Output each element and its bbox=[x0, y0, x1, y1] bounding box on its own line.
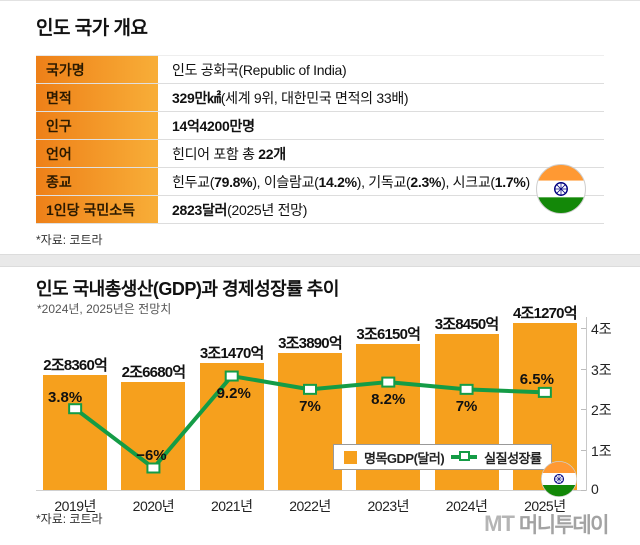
x-axis-label: 2020년 bbox=[132, 498, 175, 514]
overview-table-body: 국가명 인도 공화국(Republic of India) 면적 329만㎢(세계 9… bbox=[36, 55, 604, 224]
growth-legend-label: 실질성장률 bbox=[484, 450, 542, 466]
overview-table: 국가명 인도 공화국(Republic of India) 면적 329만㎢(세계 9… bbox=[36, 55, 604, 224]
growth-legend-swatch bbox=[451, 451, 478, 461]
gdp-legend-label: 명목GDP(달러) bbox=[364, 450, 445, 466]
gdp-value-label: 2조8360억 bbox=[43, 357, 108, 375]
value-text: 329만㎢ bbox=[172, 89, 221, 106]
row-label: 종교 bbox=[36, 167, 158, 196]
row-value: 힌디어 포함 총 22개 bbox=[158, 139, 604, 168]
growth-value-label: 9.2% bbox=[216, 385, 251, 403]
value-text: 2823달러 bbox=[172, 201, 228, 218]
table-row: 인구 14억4200만명 bbox=[36, 111, 604, 140]
y-axis-tick-label: 0 bbox=[591, 481, 599, 497]
chart-subtitle: *2024년, 2025년은 전망치 bbox=[37, 302, 172, 316]
growth-value-label: 8.2% bbox=[371, 391, 406, 409]
x-axis-label: 2022년 bbox=[289, 498, 331, 514]
row-label: 1인당 국민소득 bbox=[36, 195, 158, 224]
y-axis-tick-mark bbox=[581, 328, 586, 329]
gdp-value-label: 4조1270억 bbox=[512, 304, 578, 322]
value-text: 14억4200만명 bbox=[172, 117, 255, 134]
gdp-legend-swatch bbox=[344, 450, 357, 464]
overview-section: 인도 국가 개요 국가명 인도 공화국(Republic of India) 면적 3… bbox=[0, 1, 640, 254]
table-row: 국가명 인도 공화국(Republic of India) bbox=[36, 55, 604, 84]
value-text: 인도 공화국(Republic of India) bbox=[172, 61, 347, 78]
value-text: 14.2% bbox=[318, 173, 358, 190]
row-value: 힌두교(79.8%), 이슬람교(14.2%), 기독교(2.3%), 시크교(… bbox=[158, 167, 604, 196]
gdp-bar bbox=[199, 362, 264, 490]
moneytoday-mark: MT bbox=[484, 511, 515, 536]
x-axis-baseline bbox=[36, 490, 587, 491]
row-label: 언어 bbox=[36, 139, 158, 168]
value-text: 힌디어 포함 총 bbox=[172, 145, 259, 162]
x-axis-label: 2023년 bbox=[367, 498, 410, 514]
section-divider bbox=[0, 254, 640, 267]
x-axis-label: 2024년 bbox=[445, 498, 488, 514]
row-label: 면적 bbox=[36, 83, 158, 112]
table-row: 언어 힌디어 포함 총 22개 bbox=[36, 139, 604, 168]
chart-section: 인도 국내총생산(GDP)과 경제성장률 추이 *2024년, 2025년은 전… bbox=[0, 267, 640, 545]
gdp-value-label: 3조3890억 bbox=[278, 334, 343, 352]
gdp-value-label: 3조6150억 bbox=[356, 325, 421, 343]
moneytoday-name: 머니투데이 bbox=[518, 514, 610, 537]
value-text: ), 시크교( bbox=[441, 173, 495, 190]
x-axis-label: 2019년 bbox=[54, 498, 96, 514]
table-row: 종교 힌두교(79.8%), 이슬람교(14.2%), 기독교(2.3%), 시크… bbox=[36, 167, 604, 196]
row-value: 329만㎢(세계 9위, 대한민국 면적의 33배) bbox=[158, 83, 604, 112]
row-label: 인구 bbox=[36, 111, 158, 140]
india-flag-icon bbox=[541, 461, 577, 497]
y-axis-tick-label: 1조 bbox=[591, 442, 612, 459]
value-text: ), 이슬람교( bbox=[252, 173, 319, 190]
chart-legend: 명목GDP(달러) 실질성장률 bbox=[333, 444, 553, 470]
value-text: (세계 9위, 대한민국 면적의 33배) bbox=[220, 89, 409, 106]
gdp-value-label: 3조8450억 bbox=[434, 316, 500, 334]
overview-source: *자료: 코트라 bbox=[36, 233, 103, 247]
chart-title: 인도 국내총생산(GDP)과 경제성장률 추이 bbox=[36, 279, 339, 299]
value-text: 2.3% bbox=[410, 173, 442, 190]
y-axis-tick-label: 2조 bbox=[591, 402, 612, 418]
row-label: 국가명 bbox=[36, 55, 158, 84]
y-axis-tick-mark bbox=[581, 449, 586, 451]
value-text: 1.7% bbox=[494, 173, 526, 190]
y-axis-tick-label: 4조 bbox=[591, 321, 612, 337]
value-text: ) bbox=[525, 173, 531, 190]
value-text: 79.8% bbox=[214, 173, 253, 190]
growth-value-label: 6.5% bbox=[519, 371, 554, 389]
moneytoday-logo: MT 머니투데이 bbox=[484, 509, 610, 539]
row-value: 인도 공화국(Republic of India) bbox=[158, 55, 604, 84]
chart-source: *자료: 코트라 bbox=[36, 512, 103, 526]
gdp-bar bbox=[121, 381, 186, 490]
row-value: 2823달러(2025년 전망) bbox=[158, 195, 604, 224]
chart-canvas: 명목GDP(달러) 실질성장률 bbox=[0, 267, 640, 545]
india-flag-icon bbox=[536, 164, 586, 214]
y-axis-tick-mark bbox=[581, 409, 586, 410]
y-axis-tick-mark bbox=[581, 490, 586, 491]
value-text: 힌두교( bbox=[172, 173, 215, 190]
x-axis-label: 2021년 bbox=[210, 498, 253, 514]
growth-value-label: 3.8% bbox=[48, 388, 83, 406]
y-axis-tick-label: 3조 bbox=[591, 361, 612, 378]
y-axis-tick-mark bbox=[581, 368, 586, 370]
x-axis-label: 2025년 bbox=[524, 498, 566, 514]
growth-value-label: 7% bbox=[455, 398, 478, 416]
table-row: 1인당 국민소득 2823달러(2025년 전망) bbox=[36, 195, 604, 224]
gdp-value-label: 2조6680억 bbox=[121, 363, 187, 381]
value-text: ), 기독교( bbox=[356, 173, 411, 190]
overview-title: 인도 국가 개요 bbox=[36, 18, 148, 39]
gdp-value-label: 3조1470억 bbox=[199, 344, 265, 362]
row-value: 14억4200만명 bbox=[158, 111, 604, 140]
value-text: 22개 bbox=[258, 145, 286, 162]
table-row: 면적 329만㎢(세계 9위, 대한민국 면적의 33배) bbox=[36, 83, 604, 112]
y-axis-line bbox=[586, 317, 587, 490]
growth-value-label: −6% bbox=[136, 447, 167, 464]
value-text: (2025년 전망) bbox=[227, 201, 308, 218]
growth-value-label: 7% bbox=[299, 398, 321, 416]
